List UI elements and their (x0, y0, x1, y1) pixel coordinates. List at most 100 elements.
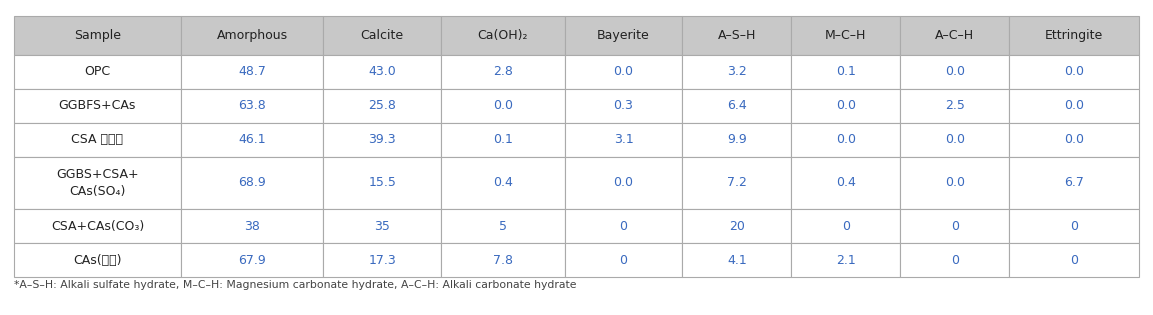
Text: 25.8: 25.8 (368, 99, 397, 112)
Bar (323, 243, 440, 277)
Bar (1009, 89, 1139, 123)
Text: 0.1: 0.1 (492, 133, 513, 146)
Bar (683, 55, 791, 89)
Text: 63.8: 63.8 (239, 99, 266, 112)
Bar (440, 157, 565, 209)
Text: 0: 0 (842, 220, 850, 233)
Text: 0: 0 (1070, 220, 1078, 233)
Bar (14, 243, 181, 277)
Bar (683, 89, 791, 123)
Bar (683, 16, 791, 55)
Text: 48.7: 48.7 (239, 65, 266, 78)
Text: A–C–H: A–C–H (935, 29, 974, 42)
Text: 9.9: 9.9 (726, 133, 747, 146)
Bar (181, 157, 323, 209)
Bar (1009, 123, 1139, 157)
Bar (565, 157, 683, 209)
Bar (323, 89, 440, 123)
Text: Bayerite: Bayerite (597, 29, 650, 42)
Text: 0.0: 0.0 (944, 65, 965, 78)
Text: 0.1: 0.1 (836, 65, 856, 78)
Text: 0.0: 0.0 (613, 65, 633, 78)
Bar (1009, 55, 1139, 89)
Bar (181, 55, 323, 89)
Text: 0: 0 (951, 220, 958, 233)
Text: 67.9: 67.9 (239, 254, 266, 267)
Text: 0.4: 0.4 (836, 176, 856, 190)
Bar (14, 209, 181, 243)
Text: 0.0: 0.0 (944, 176, 965, 190)
Bar (323, 55, 440, 89)
Text: GGBFS+CAs: GGBFS+CAs (59, 99, 136, 112)
Text: Amorphous: Amorphous (217, 29, 288, 42)
Bar (565, 16, 683, 55)
Text: 17.3: 17.3 (368, 254, 395, 267)
Bar (440, 123, 565, 157)
Bar (683, 123, 791, 157)
Bar (440, 55, 565, 89)
Bar (565, 55, 683, 89)
Bar (900, 55, 1009, 89)
Text: 0.0: 0.0 (944, 133, 965, 146)
Bar (565, 243, 683, 277)
Text: 0: 0 (951, 254, 958, 267)
Bar (181, 123, 323, 157)
Text: 7.8: 7.8 (492, 254, 513, 267)
Bar (791, 123, 900, 157)
Text: Sample: Sample (74, 29, 121, 42)
Bar (683, 157, 791, 209)
Text: Calcite: Calcite (361, 29, 404, 42)
Bar (565, 89, 683, 123)
Bar (440, 209, 565, 243)
Bar (791, 55, 900, 89)
Text: 5: 5 (499, 220, 507, 233)
Bar (791, 209, 900, 243)
Bar (14, 55, 181, 89)
Text: 68.9: 68.9 (239, 176, 266, 190)
Bar (1009, 243, 1139, 277)
Text: 7.2: 7.2 (726, 176, 747, 190)
Text: 38: 38 (244, 220, 261, 233)
Text: 2.1: 2.1 (836, 254, 856, 267)
Bar (440, 89, 565, 123)
Text: CSA 팬창재: CSA 팬창재 (71, 133, 123, 146)
Bar (900, 209, 1009, 243)
Bar (900, 16, 1009, 55)
Bar (565, 123, 683, 157)
Text: A–S–H: A–S–H (717, 29, 756, 42)
Bar (14, 16, 181, 55)
Text: 0: 0 (619, 220, 627, 233)
Text: 0.0: 0.0 (1064, 133, 1084, 146)
Text: OPC: OPC (84, 65, 111, 78)
Text: 3.1: 3.1 (613, 133, 633, 146)
Bar (323, 209, 440, 243)
Bar (791, 89, 900, 123)
Bar (440, 243, 565, 277)
Bar (791, 16, 900, 55)
Text: 39.3: 39.3 (368, 133, 395, 146)
Bar (900, 243, 1009, 277)
Text: 0.0: 0.0 (492, 99, 513, 112)
Bar (791, 157, 900, 209)
Text: 4.1: 4.1 (726, 254, 747, 267)
Text: *A–S–H: Alkali sulfate hydrate, M–C–H: Magnesium carbonate hydrate, A–C–H: Alkal: *A–S–H: Alkali sulfate hydrate, M–C–H: M… (14, 280, 576, 290)
Text: 0: 0 (619, 254, 627, 267)
Bar (323, 157, 440, 209)
Text: 0.0: 0.0 (836, 99, 856, 112)
Bar (900, 89, 1009, 123)
Text: 2.5: 2.5 (944, 99, 965, 112)
Bar (1009, 209, 1139, 243)
Bar (683, 209, 791, 243)
Text: Ettringite: Ettringite (1045, 29, 1103, 42)
Bar (181, 243, 323, 277)
Bar (900, 123, 1009, 157)
Text: 3.2: 3.2 (726, 65, 747, 78)
Bar (440, 16, 565, 55)
Text: 15.5: 15.5 (368, 176, 397, 190)
Bar (1009, 16, 1139, 55)
Bar (181, 89, 323, 123)
Bar (900, 157, 1009, 209)
Bar (791, 243, 900, 277)
Bar (14, 123, 181, 157)
Text: 46.1: 46.1 (239, 133, 266, 146)
